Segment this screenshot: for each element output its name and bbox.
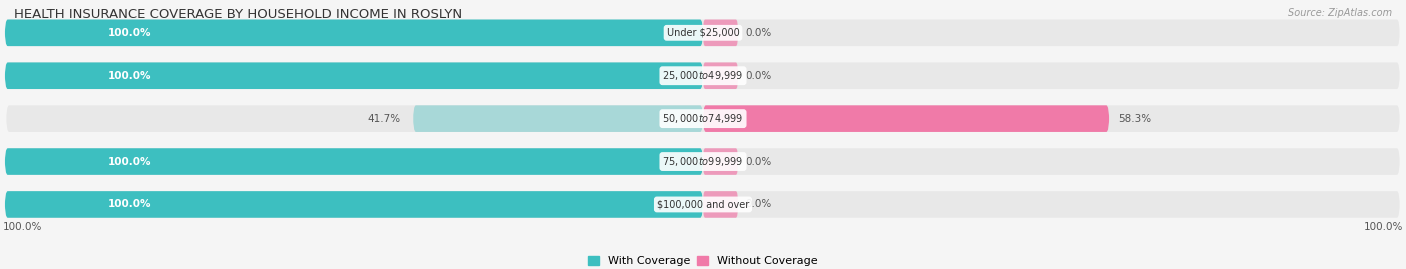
Text: 100.0%: 100.0% [1364,222,1403,232]
Text: 100.0%: 100.0% [108,157,152,167]
FancyBboxPatch shape [6,62,1400,89]
Text: 100.0%: 100.0% [108,71,152,81]
Text: 0.0%: 0.0% [745,28,772,38]
FancyBboxPatch shape [6,191,1400,218]
FancyBboxPatch shape [4,62,703,89]
FancyBboxPatch shape [4,191,703,218]
FancyBboxPatch shape [703,148,738,175]
FancyBboxPatch shape [703,105,1109,132]
Text: 41.7%: 41.7% [367,114,401,124]
Text: HEALTH INSURANCE COVERAGE BY HOUSEHOLD INCOME IN ROSLYN: HEALTH INSURANCE COVERAGE BY HOUSEHOLD I… [14,8,463,21]
Text: $50,000 to $74,999: $50,000 to $74,999 [662,112,744,125]
FancyBboxPatch shape [6,105,1400,132]
Text: 100.0%: 100.0% [3,222,42,232]
FancyBboxPatch shape [413,105,703,132]
Text: 0.0%: 0.0% [745,71,772,81]
Text: 0.0%: 0.0% [745,199,772,210]
FancyBboxPatch shape [6,20,1400,46]
Text: $75,000 to $99,999: $75,000 to $99,999 [662,155,744,168]
Text: $100,000 and over: $100,000 and over [657,199,749,210]
Legend: With Coverage, Without Coverage: With Coverage, Without Coverage [583,251,823,269]
Text: Under $25,000: Under $25,000 [666,28,740,38]
FancyBboxPatch shape [703,20,738,46]
Text: 0.0%: 0.0% [745,157,772,167]
FancyBboxPatch shape [4,20,703,46]
Text: $25,000 to $49,999: $25,000 to $49,999 [662,69,744,82]
Text: 58.3%: 58.3% [1118,114,1152,124]
Text: 100.0%: 100.0% [108,28,152,38]
FancyBboxPatch shape [703,62,738,89]
Text: 100.0%: 100.0% [108,199,152,210]
FancyBboxPatch shape [6,148,1400,175]
Text: Source: ZipAtlas.com: Source: ZipAtlas.com [1288,8,1392,18]
FancyBboxPatch shape [703,191,738,218]
FancyBboxPatch shape [4,148,703,175]
